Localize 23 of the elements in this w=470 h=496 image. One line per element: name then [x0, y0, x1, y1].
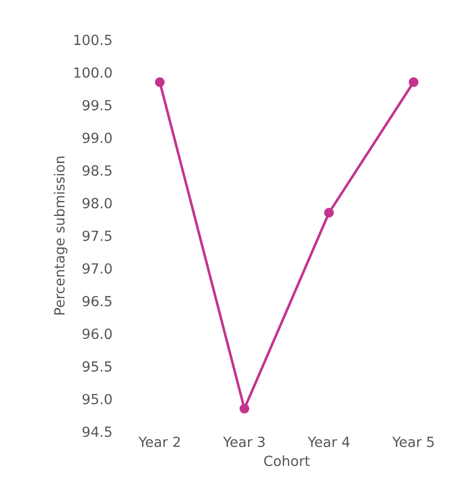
y-tick-label: 98.0 — [82, 198, 112, 208]
y-tick-label: 96.0 — [82, 328, 112, 340]
y-tick-label: 97.0 — [82, 263, 112, 274]
y-tick-label: 98.5 — [82, 165, 112, 176]
y-tick-label: 95.5 — [82, 361, 112, 372]
point — [324, 208, 334, 218]
x-tick-label: Year 5 — [392, 436, 434, 448]
y-tick-label: 99.0 — [82, 132, 112, 144]
x-tick-label: Year 3 — [223, 436, 265, 448]
y-tick-label: 97.5 — [82, 230, 112, 242]
y-tick-label: 94.5 — [82, 426, 112, 437]
point — [240, 404, 250, 414]
x-tick-label: Year 4 — [308, 436, 350, 448]
y-tick-label: 95.0 — [82, 394, 112, 404]
y-tick-label: 100.0 — [74, 67, 112, 78]
y-tick-label: 96.5 — [82, 296, 112, 306]
point — [408, 77, 418, 87]
y-tick-label: 100.5 — [74, 34, 112, 46]
x-axis-title: Cohort — [264, 455, 310, 466]
x-tick-label: Year 2 — [138, 436, 180, 448]
y-axis-title: Percentage submission — [54, 156, 68, 314]
y-tick-label: 99.5 — [82, 100, 112, 110]
point — [154, 77, 165, 87]
